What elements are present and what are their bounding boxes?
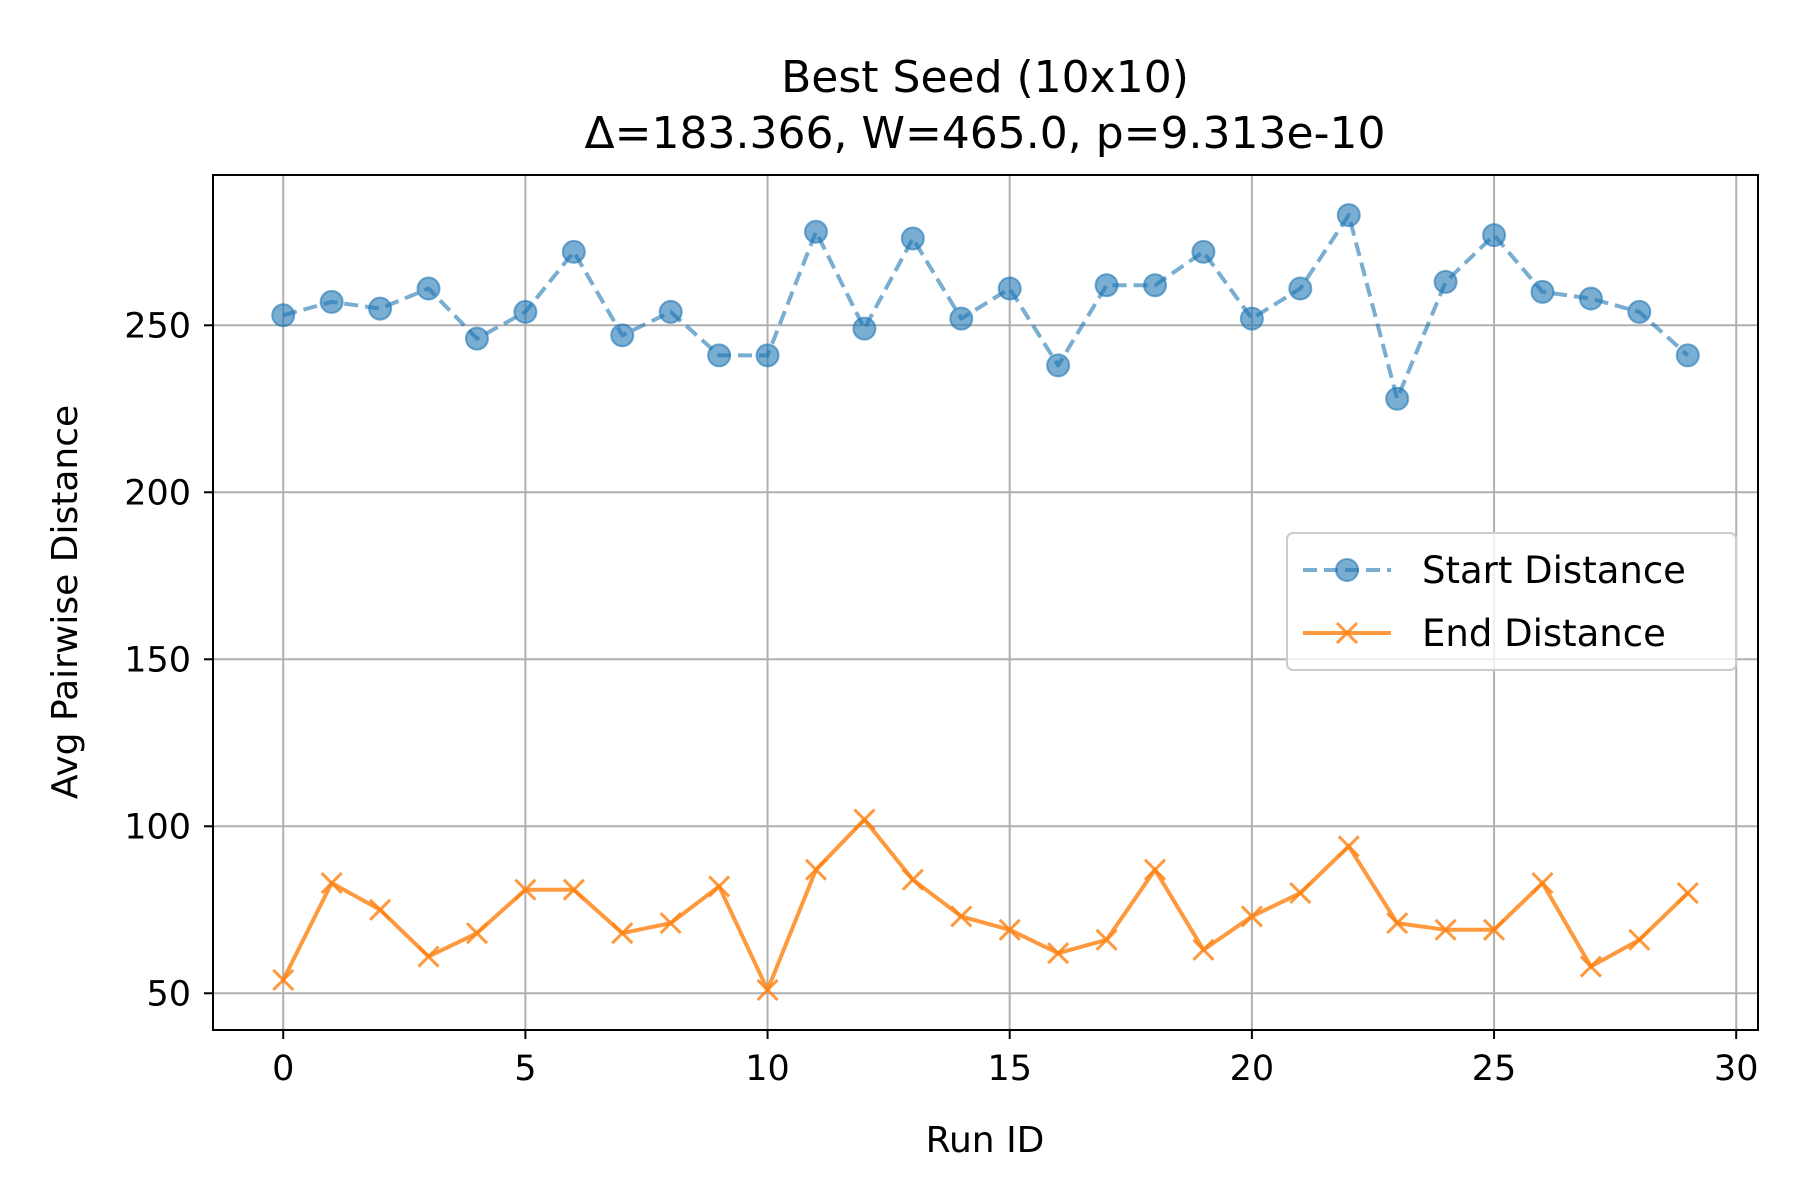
end-distance-point [1386, 912, 1409, 935]
end-distance-point [804, 858, 828, 881]
start-distance-point [707, 343, 732, 368]
end-distance-point [1047, 942, 1070, 965]
end-distance-point [1434, 918, 1457, 941]
start-distance-point [1336, 203, 1361, 228]
legend-end-marker [1335, 621, 1359, 645]
end-distance-point [1482, 918, 1506, 941]
start-distance-point [1385, 386, 1410, 411]
start-distance-point [1239, 306, 1264, 331]
y-tick-label: 100 [124, 807, 191, 847]
start-distance-point [513, 299, 538, 324]
chart-subtitle: Δ=183.366, W=465.0, p=9.313e-10 [585, 108, 1386, 159]
end-distance-point [320, 871, 343, 895]
legend-box [1286, 532, 1737, 671]
start-distance-point [1530, 279, 1555, 304]
end-distance-point [950, 905, 973, 928]
start-distance-point [464, 326, 489, 351]
start-distance-point [1433, 269, 1458, 294]
end-distance-point [1579, 955, 1602, 978]
y-tick-label: 200 [124, 473, 191, 513]
end-distance-point [272, 968, 295, 991]
start-distance-point [803, 219, 828, 244]
end-distance-point [369, 898, 392, 921]
start-distance-point [368, 296, 393, 321]
start-distance-point [1094, 273, 1119, 298]
x-tick-label: 15 [987, 1049, 1032, 1089]
end-distance-point [1143, 858, 1167, 881]
x-tick-label: 30 [1714, 1049, 1759, 1089]
end-distance-point [1337, 835, 1360, 858]
x-tick-label: 25 [1472, 1049, 1517, 1089]
end-distance-point [465, 922, 489, 945]
end-distance-point [998, 918, 1021, 941]
start-distance-point [755, 343, 780, 368]
end-distance-point [1531, 871, 1554, 895]
end-distance-point [1289, 882, 1312, 905]
legend-start-label: Start Distance [1422, 549, 1686, 592]
y-tick-label: 250 [124, 306, 191, 346]
end-distance-point [562, 878, 585, 901]
end-distance-point [417, 945, 440, 968]
start-distance-point [271, 303, 296, 328]
y-axis-label: Avg Pairwise Distance [45, 405, 86, 799]
start-distance-point [1482, 223, 1507, 248]
start-distance-point [997, 276, 1022, 301]
legend-end-label: End Distance [1422, 612, 1666, 655]
end-distance-point [708, 875, 731, 898]
end-distance-point [756, 978, 779, 1001]
end-distance-point [1676, 882, 1699, 905]
end-distance-point [1240, 905, 1263, 928]
start-distance-point [1046, 353, 1071, 378]
legend-start-marker [1335, 558, 1359, 582]
start-distance-point [852, 316, 877, 341]
plot-area-frame [212, 174, 1759, 1031]
end-distance-point [901, 868, 924, 891]
end-distance-point [514, 878, 537, 901]
chart-title: Best Seed (10x10) [781, 52, 1189, 103]
x-axis-label: Run ID [926, 1120, 1045, 1161]
x-tick-label: 20 [1230, 1049, 1275, 1089]
end-distance-point [1095, 928, 1118, 951]
start-distance-point [319, 289, 344, 314]
start-distance-point [610, 323, 635, 348]
end-distance-point [611, 922, 634, 945]
start-distance-point [658, 299, 683, 324]
y-tick-label: 50 [146, 974, 191, 1014]
x-tick-label: 5 [514, 1049, 536, 1089]
start-distance-point [949, 306, 974, 331]
start-distance-point [1578, 286, 1603, 311]
start-distance-point [1143, 273, 1168, 298]
start-distance-point [1288, 276, 1313, 301]
end-distance-point [853, 808, 876, 831]
end-distance-point [1628, 928, 1651, 951]
start-distance-point [1675, 343, 1700, 368]
start-distance-point [1191, 239, 1216, 264]
start-distance-point [1627, 299, 1652, 324]
x-tick-label: 0 [272, 1049, 294, 1089]
x-tick-label: 10 [745, 1049, 790, 1089]
tick-layer: 0 5 10 15 20 25 30 50 100 150 200 250 [124, 306, 1758, 1089]
legend: Start Distance End Distance [1286, 532, 1737, 671]
end-distance-point [659, 912, 682, 935]
y-tick-label: 150 [124, 640, 191, 680]
start-distance-point [416, 276, 441, 301]
end-distance-point [1192, 938, 1215, 961]
start-distance-point [561, 239, 586, 264]
start-distance-point [900, 226, 925, 251]
series-layer [271, 203, 1700, 1001]
